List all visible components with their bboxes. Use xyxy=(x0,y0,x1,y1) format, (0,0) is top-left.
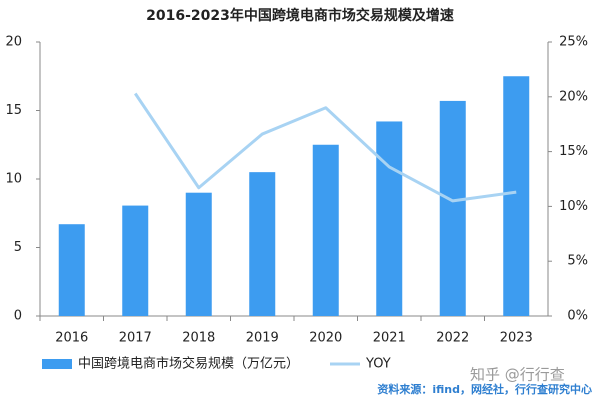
x-tick-label: 2017 xyxy=(119,331,152,346)
y2-tick-label: 25% xyxy=(559,35,588,50)
bar xyxy=(376,121,403,317)
x-tick-label: 2023 xyxy=(500,331,533,346)
y-tick-label: 5 xyxy=(14,240,22,255)
x-tick-label: 2022 xyxy=(436,331,469,346)
bar xyxy=(58,224,85,316)
x-tick-label: 2016 xyxy=(55,331,88,346)
y-tick-label: 20 xyxy=(5,35,22,50)
line xyxy=(134,92,517,203)
bar xyxy=(439,100,466,316)
legend-label: 中国跨境电商市场交易规模（万亿元） xyxy=(78,356,299,372)
y2-tick-label: 15% xyxy=(559,144,588,159)
y-tick-label: 10 xyxy=(5,172,22,187)
x-tick-label: 2020 xyxy=(309,331,342,346)
x-tick-label: 2019 xyxy=(246,331,279,346)
chart-title: 2016-2023年中国跨境电商市场交易规模及增速 xyxy=(146,7,454,24)
legend-swatch xyxy=(42,359,72,369)
bar xyxy=(312,144,339,316)
x-tick-label: 2021 xyxy=(373,331,406,346)
y-tick-label: 15 xyxy=(5,103,22,118)
y2-tick-label: 0% xyxy=(567,309,588,324)
legend-label: YOY xyxy=(365,357,391,372)
bar xyxy=(185,192,212,316)
y2-tick-label: 10% xyxy=(559,199,588,214)
x-tick-label: 2018 xyxy=(182,331,215,346)
source-note: 资料来源：ifind，网经社，行行查研究中心 xyxy=(377,382,592,396)
bar xyxy=(249,172,276,316)
watermark: 知乎 @行行查 xyxy=(470,366,565,384)
bar xyxy=(122,205,149,316)
y-tick-label: 0 xyxy=(14,309,22,324)
y2-tick-label: 20% xyxy=(559,89,588,104)
bar xyxy=(503,76,530,316)
y2-tick-label: 5% xyxy=(567,254,588,269)
